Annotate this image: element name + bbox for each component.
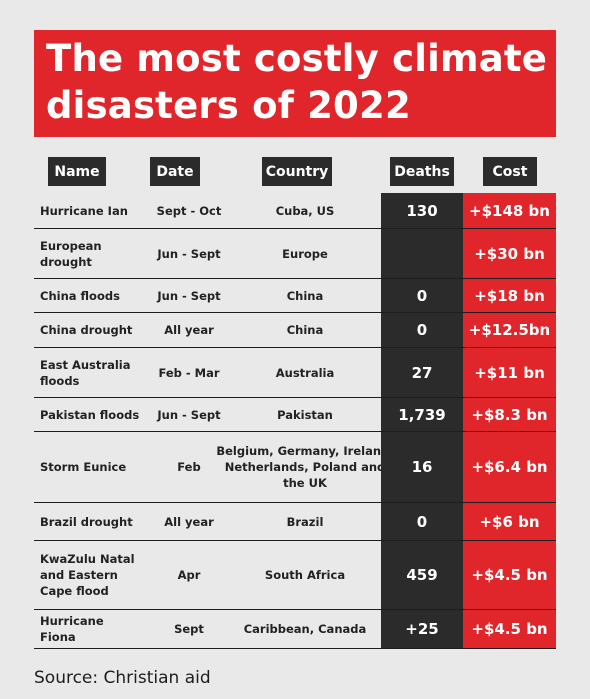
cell-deaths: 0: [381, 503, 463, 540]
cell-country: China: [286, 323, 324, 337]
cell-name: Hurricane Fiona: [40, 614, 104, 644]
cell-name: East Australia floods: [40, 357, 131, 388]
table-row: Hurricane Fiona Sept Caribbean, Canada +25 +…: [34, 610, 556, 649]
cell-deaths: 0: [381, 279, 463, 312]
cell-name: KwaZulu Natal and Eastern Cape flood: [40, 552, 135, 598]
table-row: East Australia floods Feb - Mar Australia 2…: [34, 348, 556, 398]
table-row: Pakistan floods Jun - Sept Pakistan 1,739 +$…: [34, 398, 556, 432]
table-row: Storm Eunice Feb Belgium, Germany, Ireland…: [34, 432, 556, 503]
cell-deaths: [381, 229, 463, 278]
cell-country: Europe: [282, 246, 328, 261]
cell-cost: +$4.5 bn: [463, 610, 556, 648]
cell-date: Jun - Sept: [157, 407, 221, 422]
cell-date: Jun - Sept: [157, 288, 221, 303]
source-note: Source: Christian aid: [34, 668, 211, 688]
cell-cost: +$4.5 bn: [463, 541, 556, 609]
cell-name: Storm Eunice: [40, 460, 127, 474]
cell-deaths: +25: [381, 610, 463, 648]
cell-country: Australia: [275, 365, 335, 380]
header-country: Country: [262, 157, 332, 186]
table-row: Brazil drought All year Brazil 0 +$6 bn: [34, 503, 556, 541]
cell-cost: +$30 bn: [463, 229, 556, 278]
table-row: KwaZulu Natal and Eastern Cape flood Apr S…: [34, 541, 556, 610]
cell-cost: +$11 bn: [463, 348, 556, 397]
cell-cost: +$6 bn: [463, 503, 556, 540]
cell-country: South Africa: [264, 568, 346, 582]
cell-cost: +$18 bn: [463, 279, 556, 312]
cell-cost: +$8.3 bn: [463, 398, 556, 431]
cell-country: Belgium, Germany, Ireland, Netherlands, …: [216, 444, 394, 490]
cell-deaths: 130: [381, 193, 463, 228]
cell-date: Feb - Mar: [158, 365, 220, 380]
cell-deaths: 16: [381, 432, 463, 502]
cell-name: China floods: [40, 288, 120, 303]
table-row: China floods Jun - Sept China 0 +$18 bn: [34, 279, 556, 313]
title-banner: The most costly climate disasters of 202…: [34, 30, 556, 137]
cell-date: All year: [164, 323, 214, 337]
cell-name: European drought: [40, 238, 102, 269]
cell-name: Pakistan floods: [40, 407, 140, 422]
cell-cost: +$6.4 bn: [463, 432, 556, 502]
cell-deaths: 27: [381, 348, 463, 397]
cell-name: China drought: [40, 323, 133, 337]
table-row: European drought Jun - Sept Europe +$30 bn: [34, 229, 556, 279]
cell-country: Brazil: [286, 514, 324, 529]
cell-country: Cuba, US: [275, 203, 335, 218]
cell-date: Jun - Sept: [157, 246, 221, 261]
cell-deaths: 0: [381, 313, 463, 347]
cell-date: Feb: [177, 460, 201, 474]
cell-deaths: 1,739: [381, 398, 463, 431]
cell-country: Caribbean, Canada: [243, 622, 367, 636]
cell-country: Pakistan: [277, 407, 333, 422]
cell-cost: +$148 bn: [463, 193, 556, 228]
cell-name: Hurricane Ian: [40, 203, 128, 218]
chart-title: The most costly climate disasters of 202…: [46, 37, 548, 127]
cell-deaths: 459: [381, 541, 463, 609]
cell-name: Brazil drought: [40, 514, 133, 529]
cell-cost: +$12.5bn: [463, 313, 556, 347]
table-row: China drought All year China 0 +$12.5bn: [34, 313, 556, 348]
table-row: Hurricane Ian Sept - Oct Cuba, US 130 +$148 …: [34, 193, 556, 229]
header-deaths: Deaths: [390, 157, 454, 186]
cell-date: Sept: [174, 622, 204, 636]
cell-date: All year: [164, 514, 214, 529]
cell-date: Apr: [177, 568, 201, 582]
header-name: Name: [48, 157, 106, 186]
cell-date: Sept - Oct: [156, 203, 222, 218]
header-date: Date: [150, 157, 200, 186]
header-cost: Cost: [483, 157, 537, 186]
cell-country: China: [286, 288, 324, 303]
